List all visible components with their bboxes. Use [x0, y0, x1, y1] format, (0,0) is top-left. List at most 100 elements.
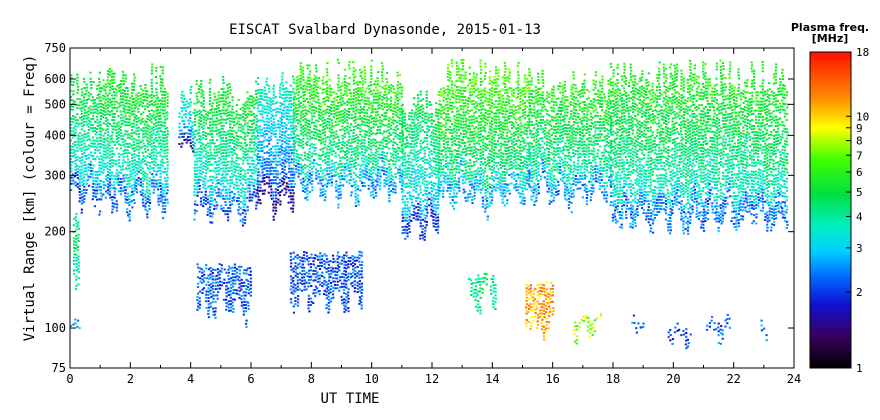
- echo-mark: [321, 184, 324, 187]
- echo-mark: [419, 157, 423, 160]
- echo-mark: [237, 172, 240, 175]
- echo-mark: [438, 124, 441, 127]
- echo-mark: [439, 122, 443, 125]
- echo-mark: [401, 103, 404, 106]
- echo-mark: [381, 151, 384, 153]
- echo-mark: [276, 201, 279, 204]
- echo-mark: [436, 207, 439, 210]
- echo-mark: [311, 167, 314, 170]
- echo-mark: [361, 95, 364, 98]
- echo-mark: [157, 102, 160, 105]
- echo-mark: [94, 173, 97, 176]
- echo-mark: [256, 131, 260, 134]
- echo-mark: [302, 186, 305, 189]
- echo-mark: [435, 195, 438, 197]
- echo-mark: [227, 207, 230, 209]
- echo-mark: [251, 150, 254, 153]
- echo-mark: [81, 159, 84, 162]
- echo-mark: [268, 100, 271, 102]
- echo-mark: [423, 152, 426, 155]
- echo-mark: [115, 147, 119, 150]
- echo-mark: [119, 135, 122, 138]
- echo-mark: [386, 152, 389, 155]
- echo-mark: [185, 138, 188, 141]
- echo-mark: [368, 100, 371, 103]
- echo-mark: [200, 172, 203, 175]
- echo-mark: [124, 192, 127, 195]
- echo-mark: [295, 91, 298, 94]
- echo-mark: [440, 125, 443, 128]
- echo-mark: [191, 140, 194, 143]
- echo-mark: [104, 101, 107, 104]
- echo-mark: [229, 166, 232, 169]
- echo-mark: [303, 84, 306, 87]
- echo-mark: [339, 92, 342, 95]
- echo-mark: [335, 95, 338, 98]
- echo-mark: [396, 146, 399, 149]
- echo-mark: [345, 180, 348, 183]
- echo-mark: [205, 169, 208, 171]
- echo-mark: [435, 161, 438, 163]
- echo-mark: [139, 94, 142, 97]
- echo-mark: [334, 152, 337, 155]
- echo-mark: [191, 147, 194, 150]
- echo-mark: [244, 175, 247, 178]
- echo-mark: [343, 114, 346, 117]
- echo-mark: [104, 138, 107, 141]
- echo-mark: [350, 144, 353, 147]
- echo-mark: [365, 96, 368, 99]
- echo-mark: [292, 170, 295, 173]
- echo-mark: [425, 134, 429, 137]
- echo-mark: [287, 91, 290, 93]
- echo-mark: [129, 96, 132, 99]
- echo-mark: [293, 129, 296, 132]
- echo-mark: [105, 190, 108, 193]
- echo-mark: [115, 88, 118, 91]
- echo-mark: [124, 108, 127, 111]
- echo-mark: [293, 145, 296, 148]
- echo-mark: [193, 102, 196, 105]
- echo-mark: [353, 147, 356, 150]
- echo-mark: [263, 139, 266, 142]
- echo-mark: [83, 154, 86, 157]
- echo-mark: [335, 183, 338, 186]
- echo-mark: [72, 179, 75, 182]
- echo-mark: [374, 102, 378, 104]
- echo-mark: [285, 151, 288, 154]
- echo-mark: [200, 157, 203, 160]
- echo-mark: [189, 98, 192, 101]
- echo-mark: [308, 110, 311, 113]
- echo-mark: [244, 219, 247, 221]
- echo-mark: [280, 146, 283, 149]
- echo-mark: [368, 141, 371, 144]
- echo-mark: [322, 125, 325, 128]
- echo-mark: [394, 98, 397, 101]
- echo-mark: [432, 185, 436, 188]
- echo-mark: [434, 133, 437, 136]
- echo-mark: [92, 139, 95, 142]
- echo-mark: [117, 115, 120, 118]
- echo-mark: [277, 154, 280, 157]
- echo-mark: [348, 170, 351, 172]
- echo-mark: [132, 101, 136, 104]
- echo-mark: [157, 127, 160, 130]
- echo-mark: [155, 152, 158, 155]
- echo-mark: [426, 162, 429, 164]
- echo-mark: [131, 98, 134, 101]
- echo-mark: [222, 112, 225, 115]
- echo-mark: [217, 172, 220, 175]
- echo-mark: [317, 111, 321, 114]
- echo-mark: [81, 153, 84, 156]
- echo-mark: [408, 154, 411, 157]
- echo-mark: [444, 159, 447, 162]
- echo-mark: [388, 197, 391, 200]
- echo-mark: [344, 68, 347, 71]
- echo-mark: [157, 105, 160, 108]
- echo-mark: [164, 134, 167, 137]
- echo-mark: [342, 122, 345, 125]
- echo-mark: [108, 147, 111, 150]
- echo-mark: [435, 191, 438, 194]
- echo-mark: [403, 216, 406, 219]
- echo-mark: [74, 119, 77, 122]
- echo-mark: [306, 131, 309, 134]
